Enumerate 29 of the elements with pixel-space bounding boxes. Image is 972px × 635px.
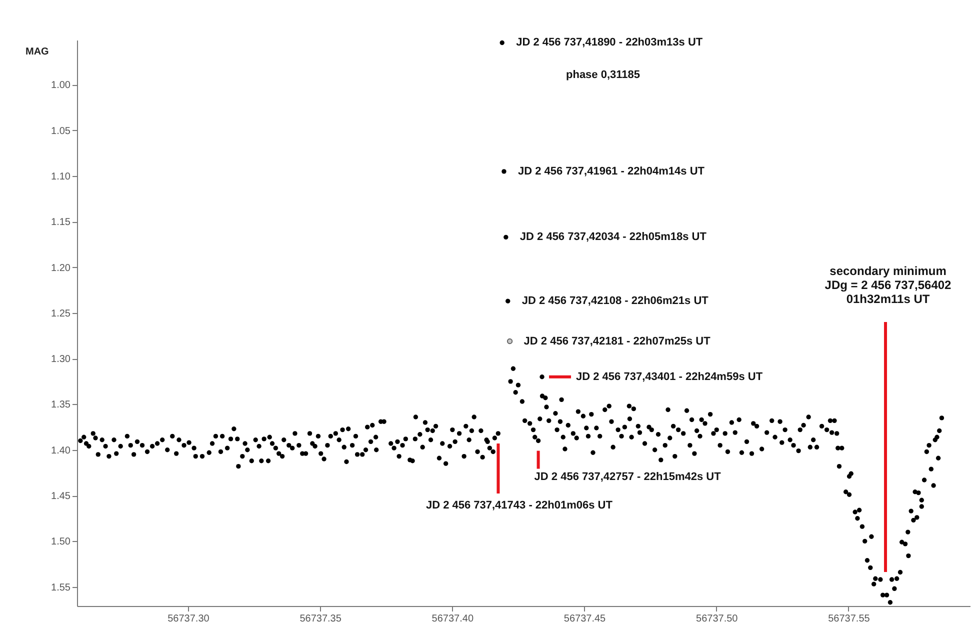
y-tick-label: 1.35 [51, 400, 71, 411]
annotation: JD 2 456 737,42757 - 22h15m42s UT [534, 470, 722, 483]
annotation: secondary minimum JDg = 2 456 737,56402 01h32m11s UT [824, 264, 952, 306]
annotation: JD 2 456 737,42108 - 22h06m21s UT [522, 295, 709, 308]
y-axis-title: MAG [26, 46, 50, 58]
y-tick-label: 1.30 [51, 354, 71, 366]
x-tick-label: 56737.55 [828, 614, 870, 624]
x-tick-label: 56737.40 [432, 614, 474, 624]
y-tick-label: 1.10 [51, 172, 71, 183]
annotation: JD 2 456 737,43401 - 22h24m59s UT [576, 370, 763, 383]
annotation: JD 2 456 737,41890 - 22h03m13s UT [516, 36, 703, 49]
annotation: phase 0,31185 [566, 69, 640, 81]
annotation: JD 2 456 737,41961 - 22h04m14s UT [518, 165, 705, 178]
y-tick-label: 1.00 [51, 80, 71, 92]
x-tick-label: 56737.45 [564, 614, 606, 624]
x-tick-label: 56737.35 [300, 614, 342, 624]
y-tick-label: 1.40 [51, 445, 71, 456]
y-tick-label: 1.20 [51, 262, 71, 274]
y-tick-label: 1.50 [51, 536, 71, 548]
y-tick-label: 1.05 [51, 126, 71, 137]
annotation: JD 2 456 737,42034 - 22h05m18s UT [520, 231, 707, 244]
annotation: JD 2 456 737,42181 - 22h07m25s UT [524, 335, 711, 348]
x-tick-label: 56737.30 [168, 614, 210, 624]
y-tick-label: 1.55 [51, 582, 71, 594]
y-tick-label: 1.45 [51, 491, 71, 502]
y-tick-label: 1.15 [51, 217, 71, 228]
annotation: JD 2 456 737,41743 - 22h01m06s UT [426, 500, 613, 512]
x-tick-label: 56737.50 [696, 614, 738, 624]
y-tick-label: 1.25 [51, 308, 71, 320]
